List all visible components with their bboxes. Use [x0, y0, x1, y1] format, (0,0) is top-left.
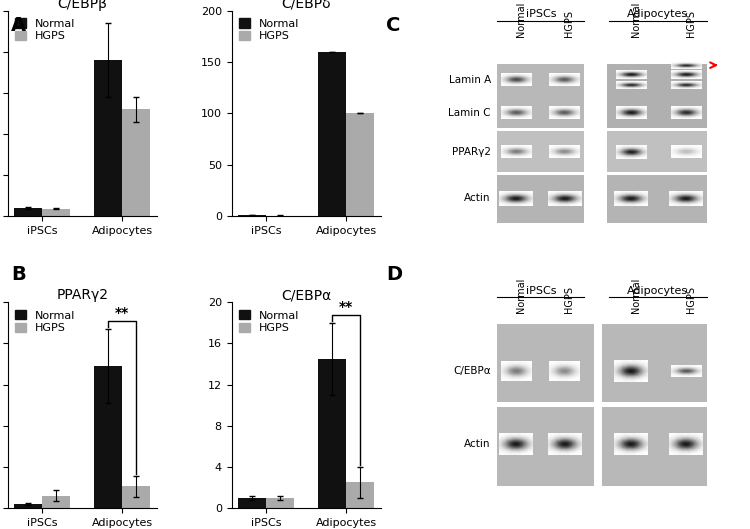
Text: B: B — [11, 264, 26, 284]
Text: C: C — [386, 16, 400, 35]
Title: C/EBPδ: C/EBPδ — [281, 0, 331, 11]
Title: PPARγ2: PPARγ2 — [56, 288, 108, 303]
Text: HGPS: HGPS — [564, 286, 574, 313]
Bar — [346, 482, 374, 508]
Text: D: D — [386, 264, 402, 284]
Bar — [42, 208, 70, 216]
Bar — [122, 109, 150, 216]
Title: C/EBPβ: C/EBPβ — [57, 0, 107, 11]
Bar — [497, 402, 707, 407]
Bar — [497, 175, 584, 223]
Bar — [14, 208, 42, 216]
Text: HGPS: HGPS — [564, 10, 574, 37]
Bar — [266, 498, 294, 508]
Bar — [608, 131, 707, 172]
Legend: Normal, HGPS: Normal, HGPS — [13, 16, 78, 44]
Legend: Normal, HGPS: Normal, HGPS — [13, 308, 78, 335]
Bar — [94, 60, 122, 216]
Bar — [346, 113, 374, 216]
Text: iPSCs: iPSCs — [526, 10, 556, 20]
Text: **: ** — [115, 306, 129, 320]
Text: C/EBPα: C/EBPα — [453, 366, 491, 376]
Title: C/EBPα: C/EBPα — [281, 288, 332, 303]
Bar — [42, 496, 70, 508]
Legend: Normal, HGPS: Normal, HGPS — [237, 16, 302, 44]
Bar — [14, 504, 42, 508]
Bar — [318, 52, 346, 216]
Bar — [122, 486, 150, 508]
Bar — [594, 324, 602, 486]
Bar — [608, 63, 707, 127]
Text: Normal: Normal — [516, 2, 526, 37]
Text: Lamin A: Lamin A — [448, 75, 491, 85]
Text: PPARγ2: PPARγ2 — [452, 147, 491, 157]
Text: Adipocytes: Adipocytes — [627, 10, 688, 20]
Text: A: A — [11, 16, 26, 35]
Text: HGPS: HGPS — [686, 286, 696, 313]
Bar — [318, 359, 346, 508]
Text: Actin: Actin — [464, 194, 490, 204]
Legend: Normal, HGPS: Normal, HGPS — [237, 308, 302, 335]
Text: HGPS: HGPS — [686, 10, 696, 37]
Text: Lamin C: Lamin C — [448, 108, 491, 118]
Bar — [608, 175, 707, 223]
Text: Normal: Normal — [631, 278, 640, 313]
Bar — [94, 366, 122, 508]
Bar — [497, 131, 584, 172]
Bar — [238, 498, 266, 508]
Text: Actin: Actin — [464, 439, 490, 449]
Bar — [497, 324, 707, 486]
Text: Normal: Normal — [631, 2, 640, 37]
Bar — [497, 63, 584, 127]
Bar — [238, 215, 266, 216]
Text: Normal: Normal — [516, 278, 526, 313]
Text: **: ** — [339, 299, 353, 314]
Text: iPSCs: iPSCs — [526, 286, 556, 296]
Text: Adipocytes: Adipocytes — [627, 286, 688, 296]
